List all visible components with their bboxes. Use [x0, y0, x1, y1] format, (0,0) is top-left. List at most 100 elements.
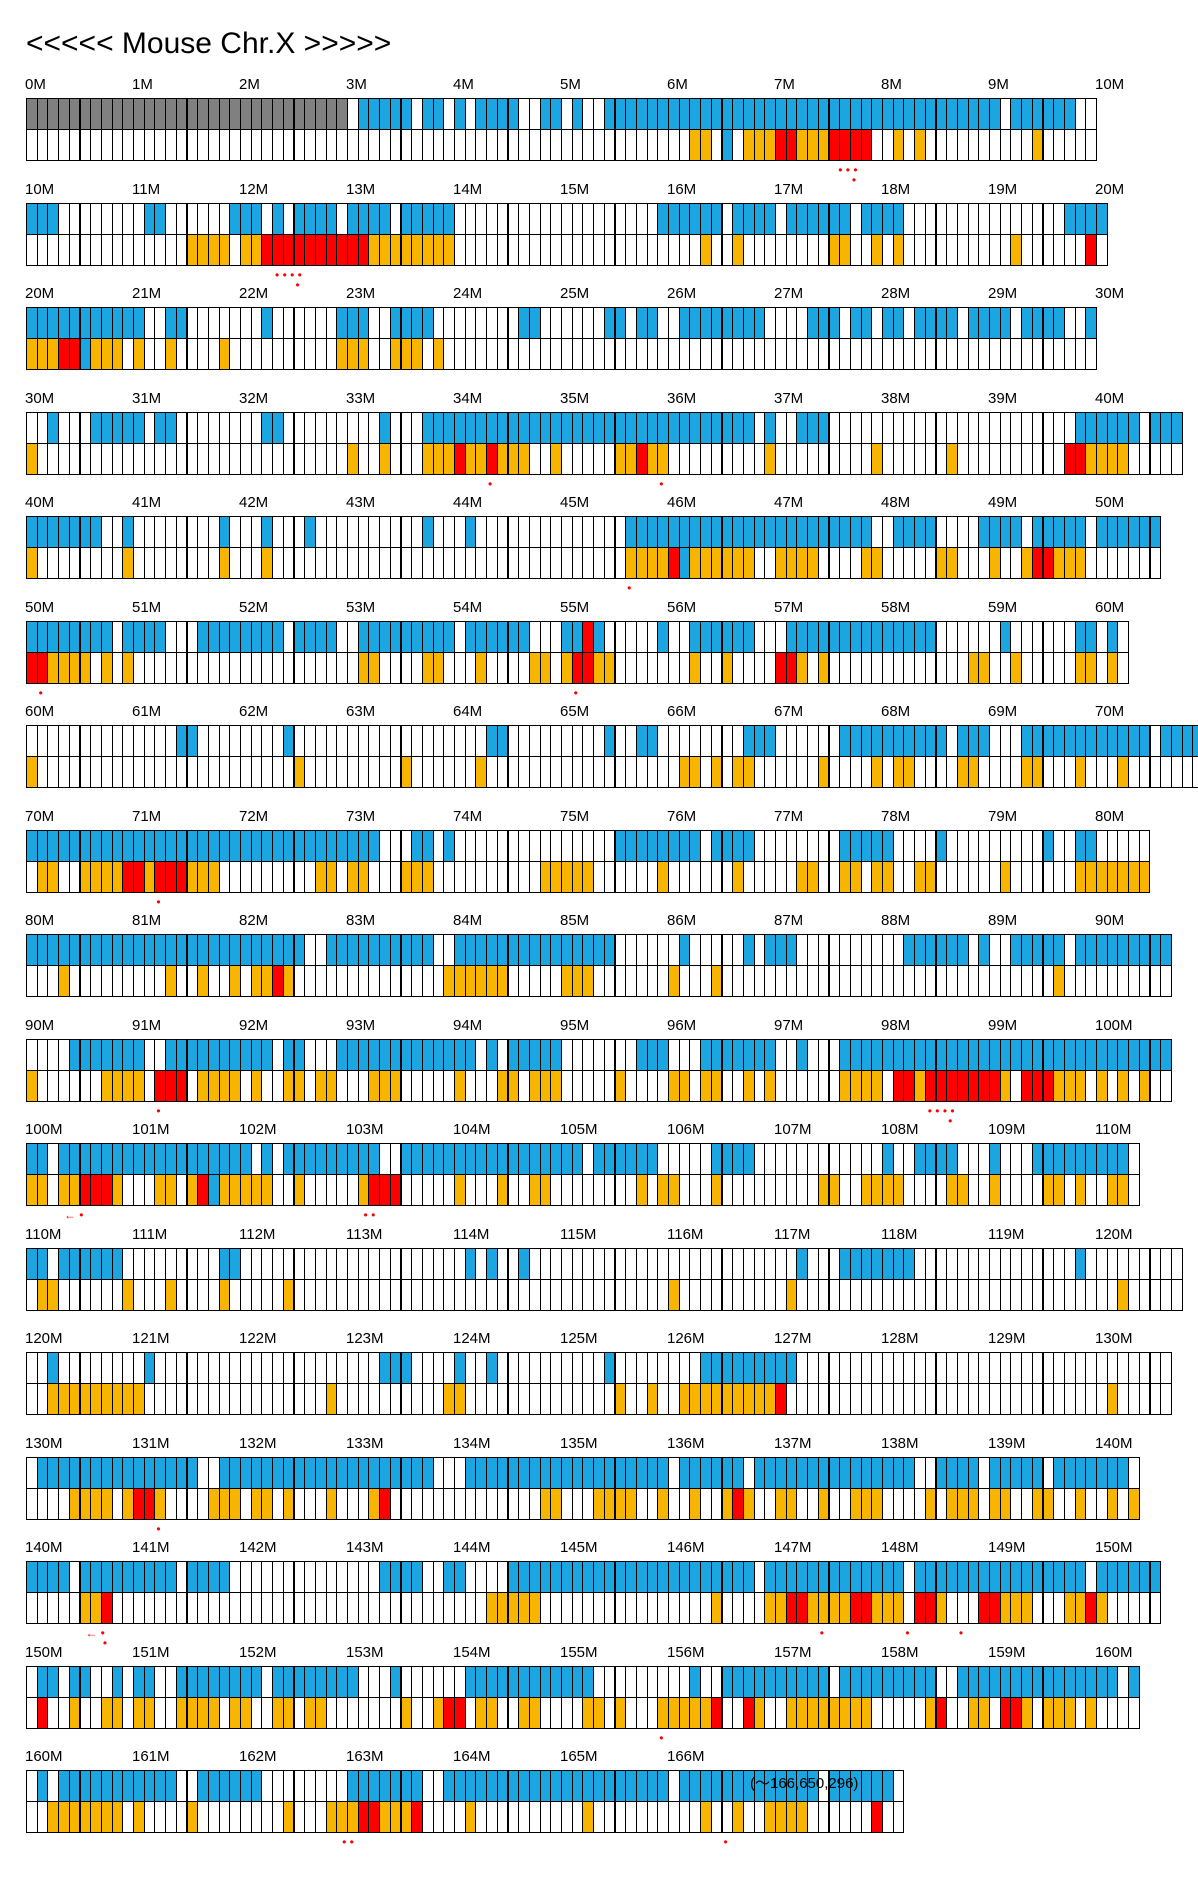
- megabase-tick-label: 42M: [239, 494, 269, 511]
- megabase-tick-label: 63M: [346, 703, 376, 720]
- megabase-tick-label: 16M: [667, 180, 697, 198]
- megabase-tick-label: 73M: [346, 807, 376, 825]
- megabase-tick-label: 117M: [774, 1225, 811, 1243]
- megabase-tick-label: 34M: [453, 389, 483, 407]
- position-marker: ← •: [63, 1208, 84, 1222]
- top-cell: [1128, 1665, 1140, 1698]
- megabase-tick-label: 5M: [560, 76, 581, 93]
- megabase-tick-label: 100M: [25, 1121, 63, 1138]
- megabase-tick-label: 82M: [239, 912, 269, 929]
- map-row: 60M 61M 62M 63M 64M 65M 66M 67M 68M 69M 70M: [0, 703, 1198, 813]
- megabase-tick-label: 153M: [346, 1643, 384, 1661]
- top-cell: [1085, 307, 1097, 339]
- megabase-tick-label: 118M: [881, 1225, 918, 1243]
- megabase-tick-label: 124M: [453, 1330, 491, 1347]
- page-title: <<<<< Mouse Chr.X >>>>>: [26, 27, 392, 60]
- megabase-tick-label: 149M: [988, 1539, 1026, 1556]
- megabase-tick-label: 26M: [667, 285, 697, 302]
- megabase-tick-label: 127M: [774, 1330, 812, 1347]
- megabase-tick-label: 160M: [25, 1748, 63, 1765]
- megabase-tick-label: 83M: [346, 912, 376, 929]
- megabase-tick-label: 78M: [881, 807, 911, 825]
- position-marker: •: [38, 685, 43, 700]
- megabase-tick-label: 123M: [346, 1330, 384, 1347]
- megabase-tick-label: 146M: [667, 1539, 705, 1556]
- megabase-tick-label: 15M: [560, 180, 590, 198]
- megabase-tick-label: 163M: [346, 1748, 384, 1765]
- megabase-tick-label: 126M: [667, 1330, 705, 1347]
- megabase-tick-label: 93M: [346, 1016, 376, 1034]
- map-row: 0M 1M 2M 3M 4M 5M 6M 7M 8M 9M 10M • • • •: [0, 76, 1198, 186]
- megabase-tick-label: 86M: [667, 912, 697, 929]
- megabase-tick-label: 139M: [988, 1434, 1026, 1452]
- map-row: 50M 51M 52M 53M 54M 55M 56M 57M 58M 59M 60M • •: [0, 599, 1198, 709]
- megabase-tick-label: 87M: [774, 912, 804, 929]
- megabase-tick-label: 90M: [25, 1016, 55, 1034]
- bottom-cell: [1096, 233, 1108, 266]
- megabase-tick-label: 33M: [346, 389, 376, 407]
- megabase-tick-label: 85M: [560, 912, 590, 929]
- map-row: 100M 101M 102M 103M 104M 105M 106M 107M 108M 109M…: [0, 1121, 1198, 1231]
- bottom-cell: [1085, 338, 1097, 370]
- megabase-tick-label: 111M: [132, 1225, 168, 1243]
- position-marker: •: [659, 1730, 664, 1745]
- megabase-tick-label: 74M: [453, 807, 483, 825]
- megabase-tick-label: 131M: [132, 1434, 170, 1452]
- megabase-tick-label: 102M: [239, 1121, 277, 1138]
- megabase-tick-label: 7M: [774, 76, 795, 93]
- map-row: 90M 91M 92M 93M 94M 95M 96M 97M 98M 99M 100M • • • •…: [0, 1017, 1198, 1127]
- megabase-tick-label: 25M: [560, 285, 590, 302]
- megabase-tick-label: 18M: [881, 180, 911, 198]
- megabase-tick-label: 164M: [453, 1748, 491, 1765]
- megabase-tick-label: 69M: [988, 703, 1018, 720]
- megabase-tick-label: 30M: [1095, 285, 1125, 302]
- megabase-tick-label: 67M: [774, 703, 804, 720]
- position-marker: •: [295, 277, 300, 292]
- bottom-cell: [1170, 1278, 1183, 1311]
- megabase-tick-label: 59M: [988, 598, 1018, 616]
- megabase-tick-label: 10M: [25, 180, 55, 198]
- megabase-tick-label: 11M: [132, 180, 161, 198]
- bottom-cell: [1128, 1696, 1140, 1729]
- map-row: 140M 141M 142M 143M 144M 145M 146M 147M 148M 149M…: [0, 1539, 1198, 1649]
- megabase-tick-label: 133M: [346, 1434, 384, 1452]
- megabase-tick-label: 113M: [346, 1225, 383, 1243]
- megabase-tick-label: 154M: [453, 1643, 491, 1661]
- bottom-cell: [1192, 756, 1198, 788]
- megabase-tick-label: 120M: [1095, 1225, 1133, 1243]
- megabase-tick-label: 91M: [132, 1016, 162, 1034]
- chromosome-end-note: (〜166,650,296): [750, 1775, 859, 1792]
- megabase-tick-label: 161M: [132, 1748, 170, 1765]
- map-row: 160M 161M 162M 163M 164M 165M 166M • • •: [0, 1748, 1198, 1858]
- megabase-tick-label: 32M: [239, 389, 269, 407]
- megabase-tick-label: 24M: [453, 285, 483, 302]
- top-cell: [1192, 725, 1198, 757]
- megabase-tick-label: 84M: [453, 912, 483, 929]
- megabase-tick-label: 162M: [239, 1748, 277, 1765]
- megabase-tick-label: 29M: [988, 285, 1018, 302]
- megabase-tick-label: 109M: [988, 1121, 1026, 1138]
- megabase-tick-label: 132M: [239, 1434, 277, 1452]
- megabase-tick-label: 79M: [988, 807, 1018, 825]
- megabase-tick-label: 30M: [25, 389, 55, 407]
- top-cell: [1085, 98, 1097, 130]
- top-cell: [1170, 411, 1183, 444]
- position-marker: •: [905, 1626, 910, 1640]
- megabase-tick-label: 98M: [881, 1016, 911, 1034]
- megabase-tick-label: 21M: [132, 285, 162, 302]
- megabase-tick-label: 150M: [25, 1643, 63, 1661]
- bottom-cell: [1138, 860, 1151, 893]
- megabase-tick-label: 125M: [560, 1330, 598, 1347]
- top-cell: [1160, 934, 1172, 966]
- megabase-tick-label: 110M: [25, 1225, 62, 1243]
- megabase-tick-label: 148M: [881, 1539, 919, 1556]
- megabase-tick-label: 44M: [453, 494, 483, 511]
- megabase-tick-label: 9M: [988, 76, 1009, 93]
- megabase-tick-label: 122M: [239, 1330, 277, 1347]
- bottom-cell: [1149, 547, 1162, 579]
- megabase-tick-label: 46M: [667, 494, 697, 511]
- position-marker: •: [958, 1626, 964, 1640]
- top-cell: [1128, 1456, 1140, 1489]
- megabase-tick-label: 43M: [346, 494, 376, 511]
- bottom-cell: [1170, 442, 1183, 475]
